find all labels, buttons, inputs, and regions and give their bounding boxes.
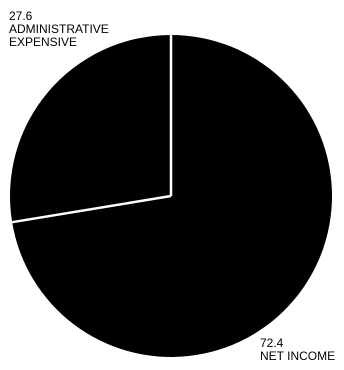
pie-slices bbox=[9, 35, 332, 357]
slice-label-net-income: NET INCOME bbox=[260, 349, 335, 363]
slice-label-administrative-line-2: EXPENSIVE bbox=[9, 35, 77, 49]
slice-value-administrative-expensive: 27.6 bbox=[9, 9, 33, 23]
slice-separator-line bbox=[11, 194, 172, 224]
label-net-income: 72.4 NET INCOME bbox=[260, 336, 335, 363]
slice-value-net-income: 72.4 bbox=[260, 336, 284, 350]
pie-slice-administrative-expensive bbox=[9, 35, 171, 223]
label-administrative-expensive: 27.6 ADMINISTRATIVE EXPENSIVE bbox=[9, 9, 109, 49]
slice-label-administrative-line-1: ADMINISTRATIVE bbox=[9, 22, 109, 36]
